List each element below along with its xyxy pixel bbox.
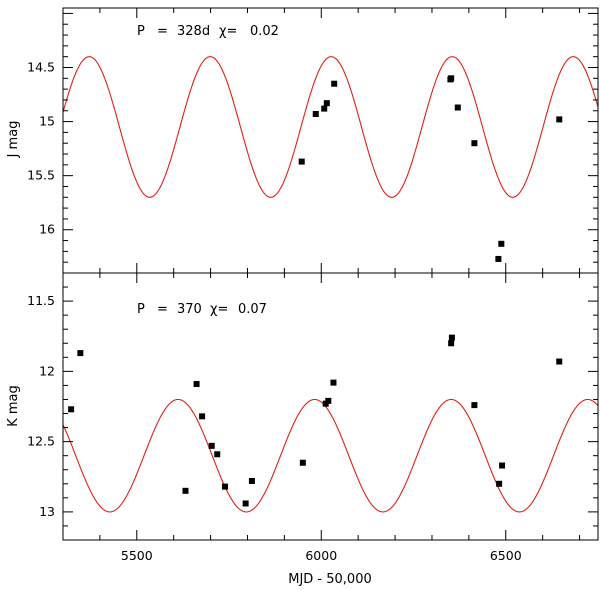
k-ytick-label-2: 12 [39,363,55,378]
j-panel-frame [62,7,599,274]
k-ytick-label-1: 11.5 [27,293,55,308]
j-data-point-12 [556,116,563,123]
k-data-point-4 [193,381,200,388]
j-axis-ticks [62,8,598,274]
j-ytick-label-4: 16 [39,222,55,237]
k-data-point-8 [221,483,228,490]
k-data-point-3 [182,487,189,494]
j-data-point-9 [471,140,478,147]
j-data-point-1 [298,158,305,165]
xtick-label-2: 6000 [305,548,337,563]
k-data-point-7 [214,451,221,458]
k-data-point-6 [208,442,215,449]
k-data-point-14 [330,379,337,386]
j-chi-label: χ= [219,24,237,39]
k-y-tick-labels: 11.5 12 12.5 13 [27,293,55,519]
k-data-point-11 [299,459,306,466]
j-band-panel: 14.5 15 15.5 16 J mag P = 328d χ= 0.02 [6,7,599,274]
k-data-point-1 [68,406,75,413]
j-fit-curve-layer [63,56,598,198]
j-data-point-7 [448,75,455,82]
k-data-points [68,334,563,507]
j-y-axis-label: J mag [6,121,21,159]
j-period-symbol: P [137,24,145,39]
k-data-point-17 [471,402,478,409]
j-data-points [298,75,563,262]
k-sinusoid-fit [63,398,598,513]
x-tick-labels: 5500 6000 6500 [121,548,522,563]
k-data-point-9 [242,500,249,507]
j-ytick-label-3: 15.5 [27,168,55,183]
j-period-value: 328d [177,24,210,39]
j-data-point-11 [498,240,505,247]
k-data-point-16 [448,334,455,341]
k-fit-annotation: P = 370 χ= 0.07 [137,302,267,317]
k-data-point-5 [199,413,206,420]
k-chi-value: 0.07 [238,302,267,317]
j-chi-value: 0.02 [250,24,279,39]
k-band-panel: 11.5 12 12.5 13 K mag P = 370 χ= 0.07 [6,272,599,541]
x-axis-label: MJD - 50,000 [288,572,372,587]
xtick-label-1: 5500 [121,548,153,563]
j-data-point-2 [312,111,319,117]
j-y-tick-labels: 14.5 15 15.5 16 [27,59,55,236]
k-period-symbol: P [137,302,145,317]
xtick-label-3: 6500 [490,548,522,563]
k-period-equals: = [157,302,168,317]
k-data-point-20 [556,358,563,365]
k-period-value: 370 [177,302,202,317]
k-y-axis-label: K mag [6,385,21,427]
k-data-point-2 [77,350,84,357]
k-ytick-label-4: 13 [39,504,55,519]
k-data-point-19 [499,462,506,469]
k-data-point-10 [248,477,255,484]
j-period-equals: = [157,24,168,39]
k-panel-frame [62,272,599,541]
j-fit-annotation: P = 328d χ= 0.02 [137,24,279,39]
k-ytick-label-3: 12.5 [27,434,55,449]
k-chi-label: χ= [210,302,228,317]
k-fit-curve-layer [63,398,598,513]
j-data-point-10 [495,255,502,262]
j-ytick-label-2: 15 [39,114,55,129]
j-data-point-5 [331,80,338,87]
j-data-point-4 [323,100,330,107]
j-sinusoid-fit [63,56,598,198]
k-data-point-15 [448,340,455,347]
k-data-point-13 [325,397,332,404]
j-data-point-3 [321,105,328,112]
k-data-point-18 [496,480,503,487]
j-data-point-8 [454,104,461,111]
j-ytick-label-1: 14.5 [27,59,55,74]
